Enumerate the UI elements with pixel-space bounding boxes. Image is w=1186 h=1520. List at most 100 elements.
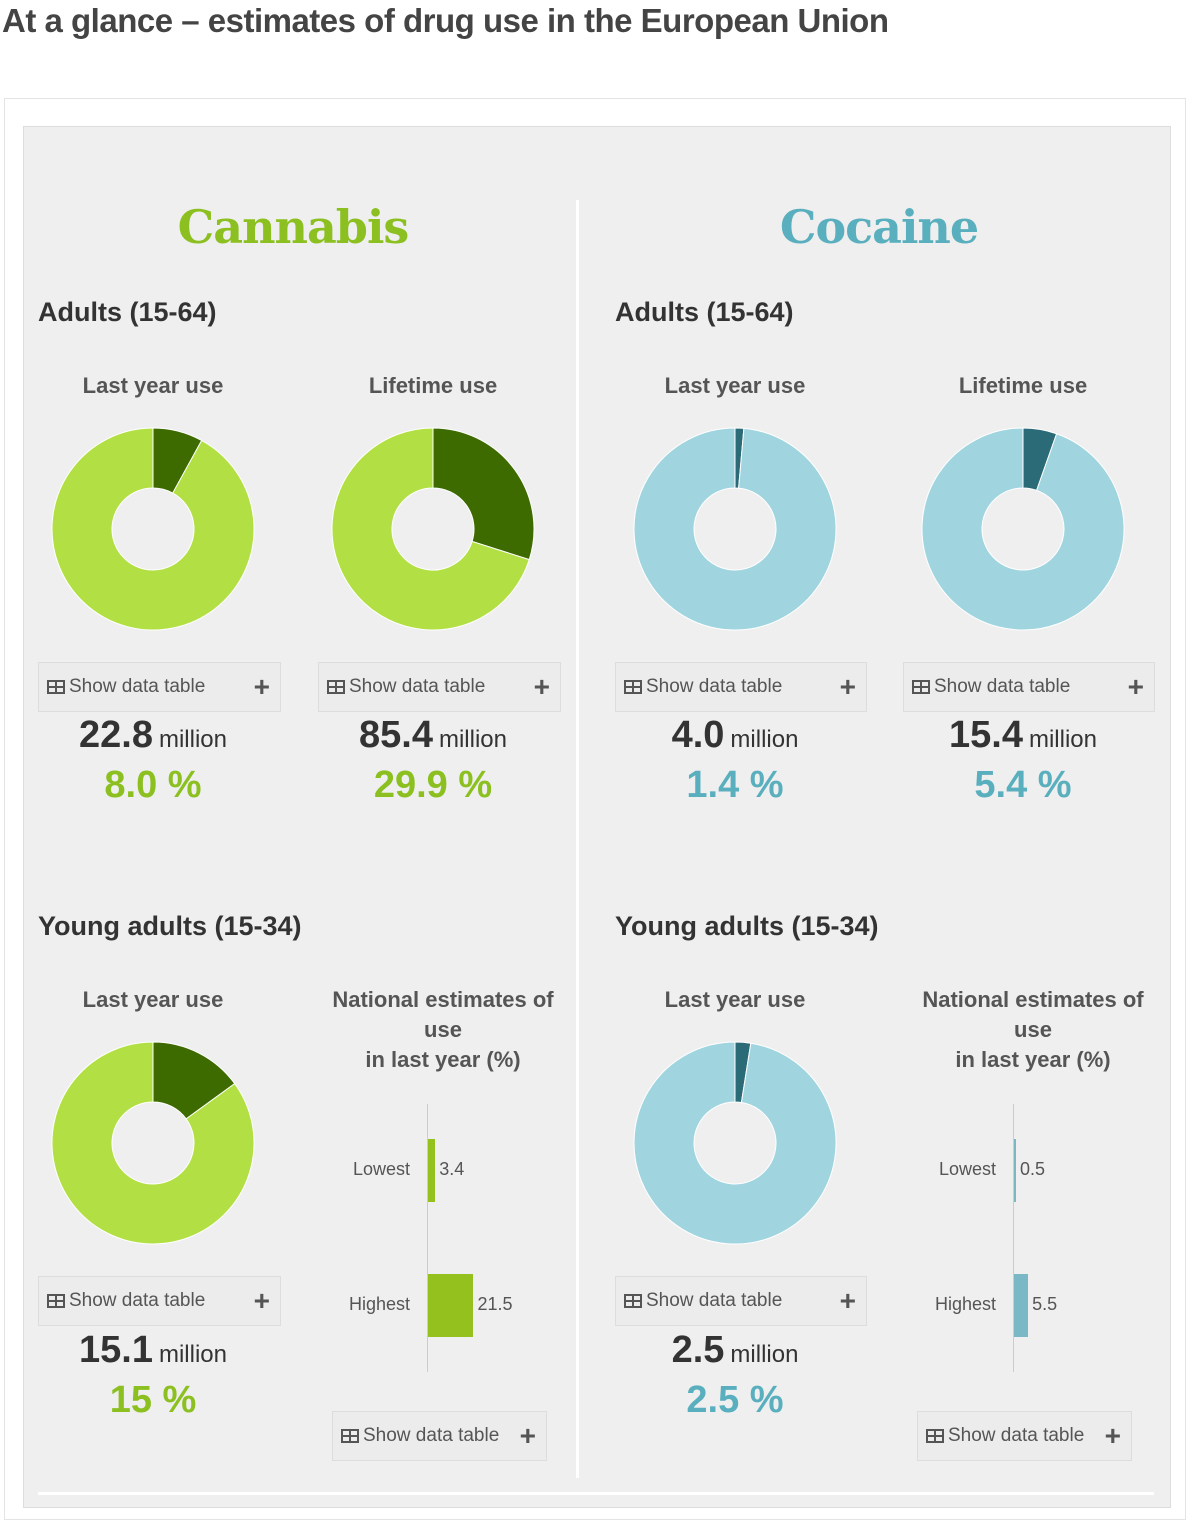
plus-icon: +	[533, 671, 550, 702]
show-data-table-label: Show data table	[69, 1290, 206, 1311]
young-last-year-percent: 2.5 %	[686, 1379, 784, 1421]
count-unit: million	[158, 1341, 227, 1368]
slice-non-users[interactable]	[633, 1041, 837, 1245]
young-last-year-number: 15.1 million	[28, 1329, 278, 1372]
young-last-year-label: Last year use	[664, 987, 806, 1012]
plus-icon: +	[253, 671, 270, 702]
cocaine-young-donut	[633, 1041, 837, 1245]
last-year-label: Last year use	[664, 373, 806, 398]
show-data-table-button[interactable]: Show data table +	[615, 662, 867, 712]
count-value: 2.5	[671, 1329, 725, 1371]
page-title: At a glance – estimates of drug use in t…	[2, 2, 889, 39]
adults-heading: Adults (15-64)	[615, 297, 794, 327]
count-value: 85.4	[359, 714, 433, 756]
lifetime-label: Lifetime use	[368, 373, 498, 398]
show-data-table-label: Show data table	[934, 676, 1071, 697]
national-estimates-title: in last year (%)	[365, 1047, 521, 1072]
bar-value-label: 3.4	[439, 1159, 465, 1179]
young-adults-heading: Young adults (15-34)	[38, 911, 302, 941]
lifetime-percent: 29.9 %	[373, 764, 493, 806]
young-last-year-percent: 15 %	[109, 1379, 197, 1421]
lifetime-label: Lifetime use	[958, 373, 1088, 398]
bar-category-label: Lowest	[938, 1159, 996, 1179]
plus-icon: +	[253, 1285, 270, 1316]
bar-category-label: Lowest	[352, 1159, 410, 1179]
count-value: 4.0	[671, 714, 725, 756]
show-data-table-label: Show data table	[69, 676, 206, 697]
lifetime-number: 15.4 million	[898, 714, 1148, 757]
national-estimates-title: National estimates of	[332, 987, 554, 1012]
young-last-year-number: 2.5 million	[610, 1329, 860, 1372]
show-data-table-label: Show data table	[948, 1425, 1085, 1446]
bar-highest[interactable]	[1014, 1274, 1029, 1337]
bar-lowest[interactable]	[428, 1139, 436, 1202]
bottom-divider	[38, 1492, 1154, 1495]
slice-users[interactable]	[432, 427, 535, 561]
show-data-table-button[interactable]: Show data table +	[917, 1411, 1132, 1461]
plus-icon: +	[1104, 1420, 1121, 1451]
plus-icon: +	[839, 1285, 856, 1316]
slice-non-users[interactable]	[331, 427, 530, 631]
lifetime-percent: 5.4 %	[974, 764, 1072, 806]
cannabis-lifetime-donut	[331, 427, 535, 631]
lifetime-number: 85.4 million	[308, 714, 558, 757]
cannabis-young-donut	[51, 1041, 255, 1245]
bar-lowest[interactable]	[1014, 1139, 1016, 1202]
national-estimates-title: use	[1014, 1017, 1052, 1042]
last-year-number: 22.8 million	[28, 714, 278, 757]
count-unit: million	[730, 1341, 799, 1368]
last-year-number: 4.0 million	[610, 714, 860, 757]
plus-icon: +	[1127, 671, 1144, 702]
show-data-table-button[interactable]: Show data table +	[318, 662, 561, 712]
cocaine-last-year-donut	[633, 427, 837, 631]
slice-non-users[interactable]	[51, 1041, 255, 1245]
bar-highest[interactable]	[428, 1274, 474, 1337]
count-unit: million	[730, 726, 799, 753]
cannabis-heading: Cannabis	[177, 200, 410, 254]
last-year-percent: 8.0 %	[104, 764, 202, 806]
count-value: 15.4	[949, 714, 1023, 756]
cannabis-last-year-donut	[51, 427, 255, 631]
cocaine-heading: Cocaine	[779, 200, 979, 254]
table-icon	[47, 1294, 65, 1308]
last-year-label: Last year use	[82, 373, 224, 398]
slice-non-users[interactable]	[51, 427, 255, 631]
national-estimates-title: use	[424, 1017, 462, 1042]
plus-icon: +	[839, 671, 856, 702]
table-icon	[47, 680, 65, 694]
slice-non-users[interactable]	[921, 427, 1125, 631]
table-icon	[912, 680, 930, 694]
table-icon	[327, 680, 345, 694]
show-data-table-button[interactable]: Show data table +	[38, 1276, 281, 1326]
bar-value-label: 5.5	[1032, 1294, 1058, 1314]
bar-category-label: Highest	[934, 1294, 996, 1314]
count-value: 22.8	[79, 714, 153, 756]
show-data-table-label: Show data table	[646, 676, 783, 697]
show-data-table-button[interactable]: Show data table +	[38, 662, 281, 712]
slice-non-users[interactable]	[633, 427, 837, 631]
column-divider	[576, 200, 579, 1478]
cocaine-bar-axis	[1013, 1104, 1014, 1372]
table-icon	[926, 1429, 944, 1443]
show-data-table-button[interactable]: Show data table +	[615, 1276, 867, 1326]
national-estimates-title: National estimates of	[922, 987, 1144, 1012]
count-unit: million	[438, 726, 507, 753]
show-data-table-button[interactable]: Show data table +	[332, 1411, 547, 1461]
bar-value-label: 21.5	[477, 1294, 513, 1314]
show-data-table-label: Show data table	[349, 676, 486, 697]
cannabis-bar-axis	[427, 1104, 428, 1372]
table-icon	[624, 1294, 642, 1308]
table-icon	[341, 1429, 359, 1443]
cocaine-lifetime-donut	[921, 427, 1125, 631]
adults-heading: Adults (15-64)	[38, 297, 217, 327]
count-value: 15.1	[79, 1329, 153, 1371]
show-data-table-label: Show data table	[646, 1290, 783, 1311]
table-icon	[624, 680, 642, 694]
bar-category-label: Highest	[348, 1294, 410, 1314]
count-unit: million	[158, 726, 227, 753]
show-data-table-label: Show data table	[363, 1425, 500, 1446]
young-last-year-label: Last year use	[82, 987, 224, 1012]
count-unit: million	[1028, 726, 1097, 753]
show-data-table-button[interactable]: Show data table +	[903, 662, 1155, 712]
bar-value-label: 0.5	[1020, 1159, 1046, 1179]
